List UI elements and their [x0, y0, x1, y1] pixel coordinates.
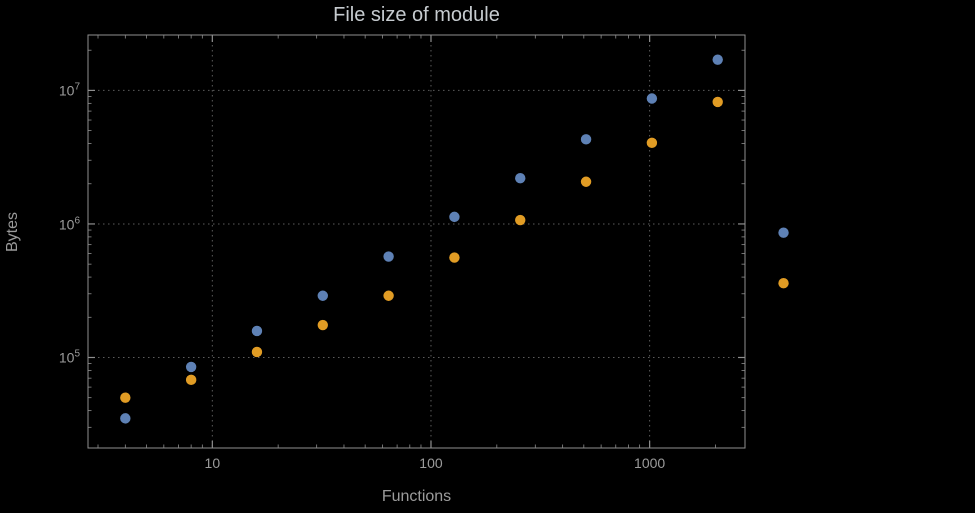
data-point-orange — [449, 252, 460, 263]
data-point-blue — [778, 227, 789, 238]
data-point-orange — [778, 278, 789, 289]
chart-title: File size of module — [333, 4, 500, 26]
x-tick-label: 1000 — [634, 455, 666, 471]
data-point-blue — [515, 173, 526, 184]
data-point-orange — [646, 137, 658, 149]
data-point-blue — [646, 93, 658, 104]
data-point-blue — [580, 134, 592, 145]
data-point-blue — [185, 361, 197, 373]
data-point-blue — [449, 211, 460, 223]
data-point-blue — [712, 54, 723, 65]
data-point-orange — [317, 319, 328, 331]
plot-frame — [87, 34, 746, 449]
data-point-orange — [383, 290, 394, 301]
data-point-blue — [383, 251, 394, 262]
y-tick-label: 107 — [58, 82, 80, 99]
data-point-orange — [185, 374, 197, 386]
data-point-orange — [120, 392, 131, 403]
data-point-orange — [580, 176, 592, 187]
data-point-blue — [120, 413, 131, 424]
data-point-orange — [251, 346, 263, 358]
x-axis-label: Functions — [381, 488, 452, 505]
data-point-orange — [712, 96, 723, 108]
data-point-orange — [515, 214, 526, 226]
x-tick-label: 10 — [204, 455, 221, 471]
y-tick-label: 105 — [58, 349, 80, 366]
x-tick-label: 100 — [419, 455, 443, 471]
data-point-blue — [317, 290, 328, 301]
y-tick-label: 106 — [58, 215, 80, 233]
data-point-blue — [251, 325, 263, 337]
